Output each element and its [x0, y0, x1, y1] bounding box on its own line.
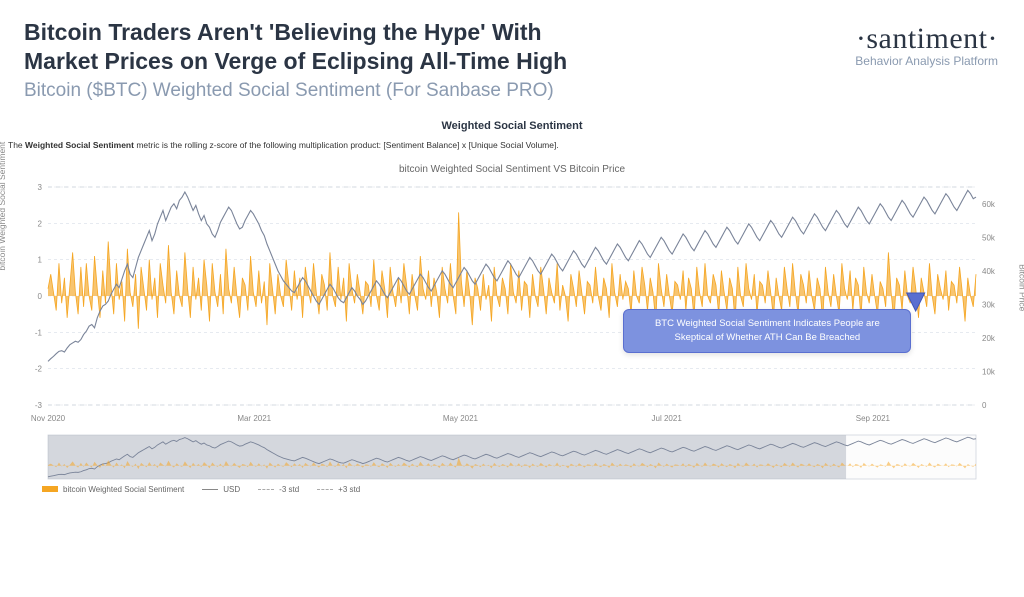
legend: bitcoin Weighted Social Sentiment USD -3…: [0, 481, 1024, 494]
svg-text:30k: 30k: [982, 300, 996, 309]
swatch-dash2-icon: [317, 489, 333, 490]
svg-text:0: 0: [982, 401, 987, 410]
chart-area: bitcoin Weighted Social Sentiment Bitcoi…: [8, 179, 1016, 481]
legend-usd: USD: [202, 485, 240, 494]
main-chart[interactable]: -3 -2 -1 0 1 2 3 0 10k 20k 30k 40k 50k 60k Nov 2020 Mar…: [8, 179, 1016, 429]
legend-usd-label: USD: [223, 485, 240, 494]
svg-text:60k: 60k: [982, 199, 996, 208]
chart-title: bitcoin Weighted Social Sentiment VS Bit…: [0, 164, 1024, 175]
metric-description: The Weighted Social Sentiment metric is …: [0, 132, 1024, 150]
legend-sentiment-label: bitcoin Weighted Social Sentiment: [63, 485, 184, 494]
title-line-2: Market Prices on Verge of Eclipsing All-…: [24, 48, 567, 74]
swatch-dash-icon: [258, 489, 274, 490]
annotation-line-2: Skeptical of Whether ATH Can Be Breached: [675, 332, 861, 343]
svg-text:Mar 2021: Mar 2021: [237, 414, 271, 423]
svg-text:Sep 2021: Sep 2021: [856, 414, 891, 423]
legend-plus3std-label: +3 std: [338, 485, 360, 494]
header: Bitcoin Traders Aren't 'Believing the Hy…: [0, 0, 1024, 112]
svg-text:0: 0: [38, 292, 43, 301]
svg-text:10k: 10k: [982, 367, 996, 376]
svg-text:40k: 40k: [982, 266, 996, 275]
brand-block: ·santiment· Behavior Analysis Platform: [855, 18, 998, 68]
chart-annotation: BTC Weighted Social Sentiment Indicates …: [623, 309, 911, 354]
title-line-1: Bitcoin Traders Aren't 'Believing the Hy…: [24, 19, 542, 45]
brand-tagline: Behavior Analysis Platform: [855, 54, 998, 68]
svg-text:20k: 20k: [982, 333, 996, 342]
annotation-line-1: BTC Weighted Social Sentiment Indicates …: [655, 318, 880, 329]
svg-text:Nov 2020: Nov 2020: [31, 414, 66, 423]
page-title: Bitcoin Traders Aren't 'Believing the Hy…: [24, 18, 855, 76]
brand-name: ·santiment·: [855, 22, 998, 56]
legend-minus3std-label: -3 std: [279, 485, 299, 494]
page-subtitle: Bitcoin ($BTC) Weighted Social Sentiment…: [24, 80, 855, 102]
svg-text:3: 3: [38, 183, 43, 192]
svg-text:1: 1: [38, 255, 43, 264]
desc-prefix: The: [8, 140, 25, 150]
swatch-line-icon: [202, 489, 218, 490]
svg-text:-1: -1: [35, 328, 43, 337]
mini-chart[interactable]: [8, 433, 1016, 481]
legend-sentiment: bitcoin Weighted Social Sentiment: [42, 485, 184, 494]
svg-text:-3: -3: [35, 401, 43, 410]
svg-text:2: 2: [38, 219, 43, 228]
desc-rest: metric is the rolling z-score of the fol…: [134, 140, 559, 150]
svg-text:-2: -2: [35, 364, 43, 373]
right-axis-label: Bitcoin Price: [1017, 264, 1024, 311]
svg-text:May 2021: May 2021: [443, 414, 479, 423]
header-left: Bitcoin Traders Aren't 'Believing the Hy…: [24, 18, 855, 102]
svg-text:Jul 2021: Jul 2021: [652, 414, 683, 423]
section-title: Weighted Social Sentiment: [0, 120, 1024, 132]
svg-text:50k: 50k: [982, 233, 996, 242]
legend-plus3std: +3 std: [317, 485, 360, 494]
legend-minus3std: -3 std: [258, 485, 299, 494]
swatch-orange-icon: [42, 486, 58, 492]
desc-bold: Weighted Social Sentiment: [25, 140, 134, 150]
left-axis-label: bitcoin Weighted Social Sentiment: [0, 141, 7, 270]
